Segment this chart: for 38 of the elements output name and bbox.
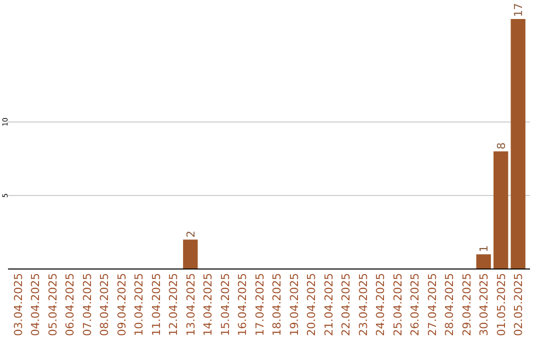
x-tick-label: 18.04.2025 [270, 273, 284, 336]
x-tick-label: 25.04.2025 [391, 273, 404, 336]
data-label: 8 [494, 142, 508, 150]
x-tick-label: 29.04.2025 [460, 273, 474, 336]
x-tick-label: 12.04.2025 [167, 273, 180, 336]
x-tick-label: 07.04.2025 [80, 273, 94, 336]
x-tick-label: 13.04.2025 [184, 273, 198, 336]
data-label: 2 [184, 230, 198, 238]
x-tick-label: 22.04.2025 [340, 273, 353, 336]
x-tick-label: 21.04.2025 [322, 273, 336, 336]
x-tick-label: 02.05.2025 [512, 273, 526, 336]
x-tick-label: 17.04.2025 [253, 273, 266, 336]
x-tick-label: 28.04.2025 [443, 273, 456, 336]
x-tick-label: 01.05.2025 [494, 273, 508, 336]
x-tick-label: 19.04.2025 [288, 273, 301, 336]
data-label: 1 [478, 245, 491, 252]
bar [494, 151, 508, 269]
x-tick-label: 14.04.2025 [202, 273, 215, 336]
x-tick-label: 10.04.2025 [132, 273, 146, 336]
data-label: 17 [512, 3, 526, 17]
bar [183, 240, 198, 269]
x-tick-label: 05.04.2025 [46, 273, 60, 336]
bar [476, 254, 491, 269]
x-tick-label: 03.04.2025 [12, 273, 25, 336]
x-tick-label: 08.04.2025 [98, 273, 112, 336]
x-tick-label: 04.04.2025 [29, 273, 42, 336]
x-tick-label: 16.04.2025 [236, 273, 250, 336]
x-tick-label: 27.04.2025 [426, 273, 439, 336]
x-tick-label: 09.04.2025 [115, 273, 128, 336]
x-tick-label: 06.04.2025 [64, 273, 77, 336]
x-tick-label: 24.04.2025 [374, 273, 388, 336]
x-tick-label: 26.04.2025 [408, 273, 422, 336]
x-tick-label: 15.04.2025 [218, 273, 232, 336]
x-tick-label: 23.04.2025 [356, 273, 370, 336]
bar [510, 19, 526, 269]
x-tick-label: 30.04.2025 [478, 273, 491, 336]
x-tick-label: 11.04.2025 [150, 273, 163, 336]
x-tick-label: 20.04.2025 [305, 273, 318, 336]
